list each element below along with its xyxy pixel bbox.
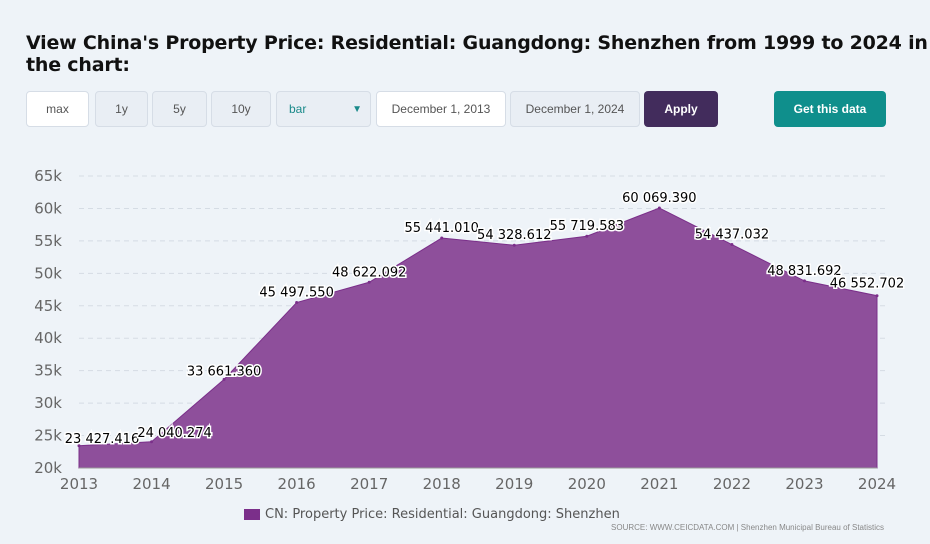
x-tick-label: 2022 — [713, 475, 751, 493]
data-point — [585, 234, 589, 238]
legend-label: CN: Property Price: Residential: Guangdo… — [265, 507, 620, 522]
data-point — [657, 206, 661, 210]
data-point — [367, 280, 371, 284]
y-tick-label: 20k — [34, 459, 62, 477]
data-point — [222, 377, 226, 381]
chevron-down-icon: ▼ — [352, 103, 362, 115]
data-label: 48 831.692 — [767, 264, 841, 279]
range-1y-button[interactable]: 1y — [95, 91, 148, 127]
y-tick-label: 55k — [34, 232, 62, 250]
apply-button[interactable]: Apply — [644, 91, 718, 127]
end-date-input[interactable]: December 1, 2024 — [510, 91, 640, 127]
range-5y-button[interactable]: 5y — [152, 91, 207, 127]
chart-type-value: bar — [289, 102, 307, 116]
x-tick-label: 2017 — [350, 475, 388, 493]
data-point — [730, 243, 734, 247]
y-tick-label: 45k — [34, 297, 62, 315]
data-point — [440, 236, 444, 240]
y-tick-label: 50k — [34, 264, 62, 282]
data-point — [802, 279, 806, 283]
y-tick-label: 30k — [34, 394, 62, 412]
legend-item[interactable]: CN: Property Price: Residential: Guangdo… — [244, 507, 620, 522]
data-label: 55 441.010 — [405, 221, 479, 236]
x-tick-label: 2021 — [640, 475, 678, 493]
data-label: 60 069.390 — [622, 191, 696, 206]
x-tick-label: 2024 — [858, 475, 896, 493]
data-label: 54 328.612 — [477, 228, 551, 243]
x-tick-label: 2020 — [568, 475, 606, 493]
data-point — [512, 243, 516, 247]
page-title: View China's Property Price: Residential… — [26, 32, 928, 76]
data-label: 24 040.274 — [137, 426, 211, 441]
data-label: 46 552.702 — [830, 277, 904, 292]
data-label: 23 427.416 — [65, 432, 139, 447]
x-tick-label: 2015 — [205, 475, 243, 493]
legend-swatch — [244, 509, 260, 520]
data-label: 33 661.360 — [187, 364, 261, 379]
data-point — [77, 444, 81, 448]
x-tick-label: 2023 — [785, 475, 823, 493]
get-data-button[interactable]: Get this data — [774, 91, 886, 127]
start-date-input[interactable]: December 1, 2013 — [376, 91, 506, 127]
y-tick-label: 65k — [34, 167, 62, 185]
y-tick-label: 25k — [34, 427, 62, 445]
y-tick-label: 40k — [34, 329, 62, 347]
source-note: SOURCE: WWW.CEICDATA.COM | Shenzhen Muni… — [611, 523, 884, 532]
data-label: 55 719.583 — [550, 219, 624, 234]
data-label: 54 437.032 — [695, 228, 769, 243]
data-point — [875, 294, 879, 298]
x-tick-label: 2014 — [132, 475, 170, 493]
y-tick-label: 60k — [34, 199, 62, 217]
data-point — [295, 301, 299, 305]
data-label: 45 497.550 — [259, 286, 333, 301]
data-point — [150, 440, 154, 444]
x-tick-label: 2013 — [60, 475, 98, 493]
y-tick-label: 35k — [34, 362, 62, 380]
chart-type-select[interactable]: bar ▼ — [276, 91, 371, 127]
x-tick-label: 2018 — [423, 475, 461, 493]
x-tick-label: 2019 — [495, 475, 533, 493]
data-label: 48 622.092 — [332, 265, 406, 280]
x-tick-label: 2016 — [278, 475, 316, 493]
range-10y-button[interactable]: 10y — [211, 91, 271, 127]
range-max-button[interactable]: max — [26, 91, 89, 127]
